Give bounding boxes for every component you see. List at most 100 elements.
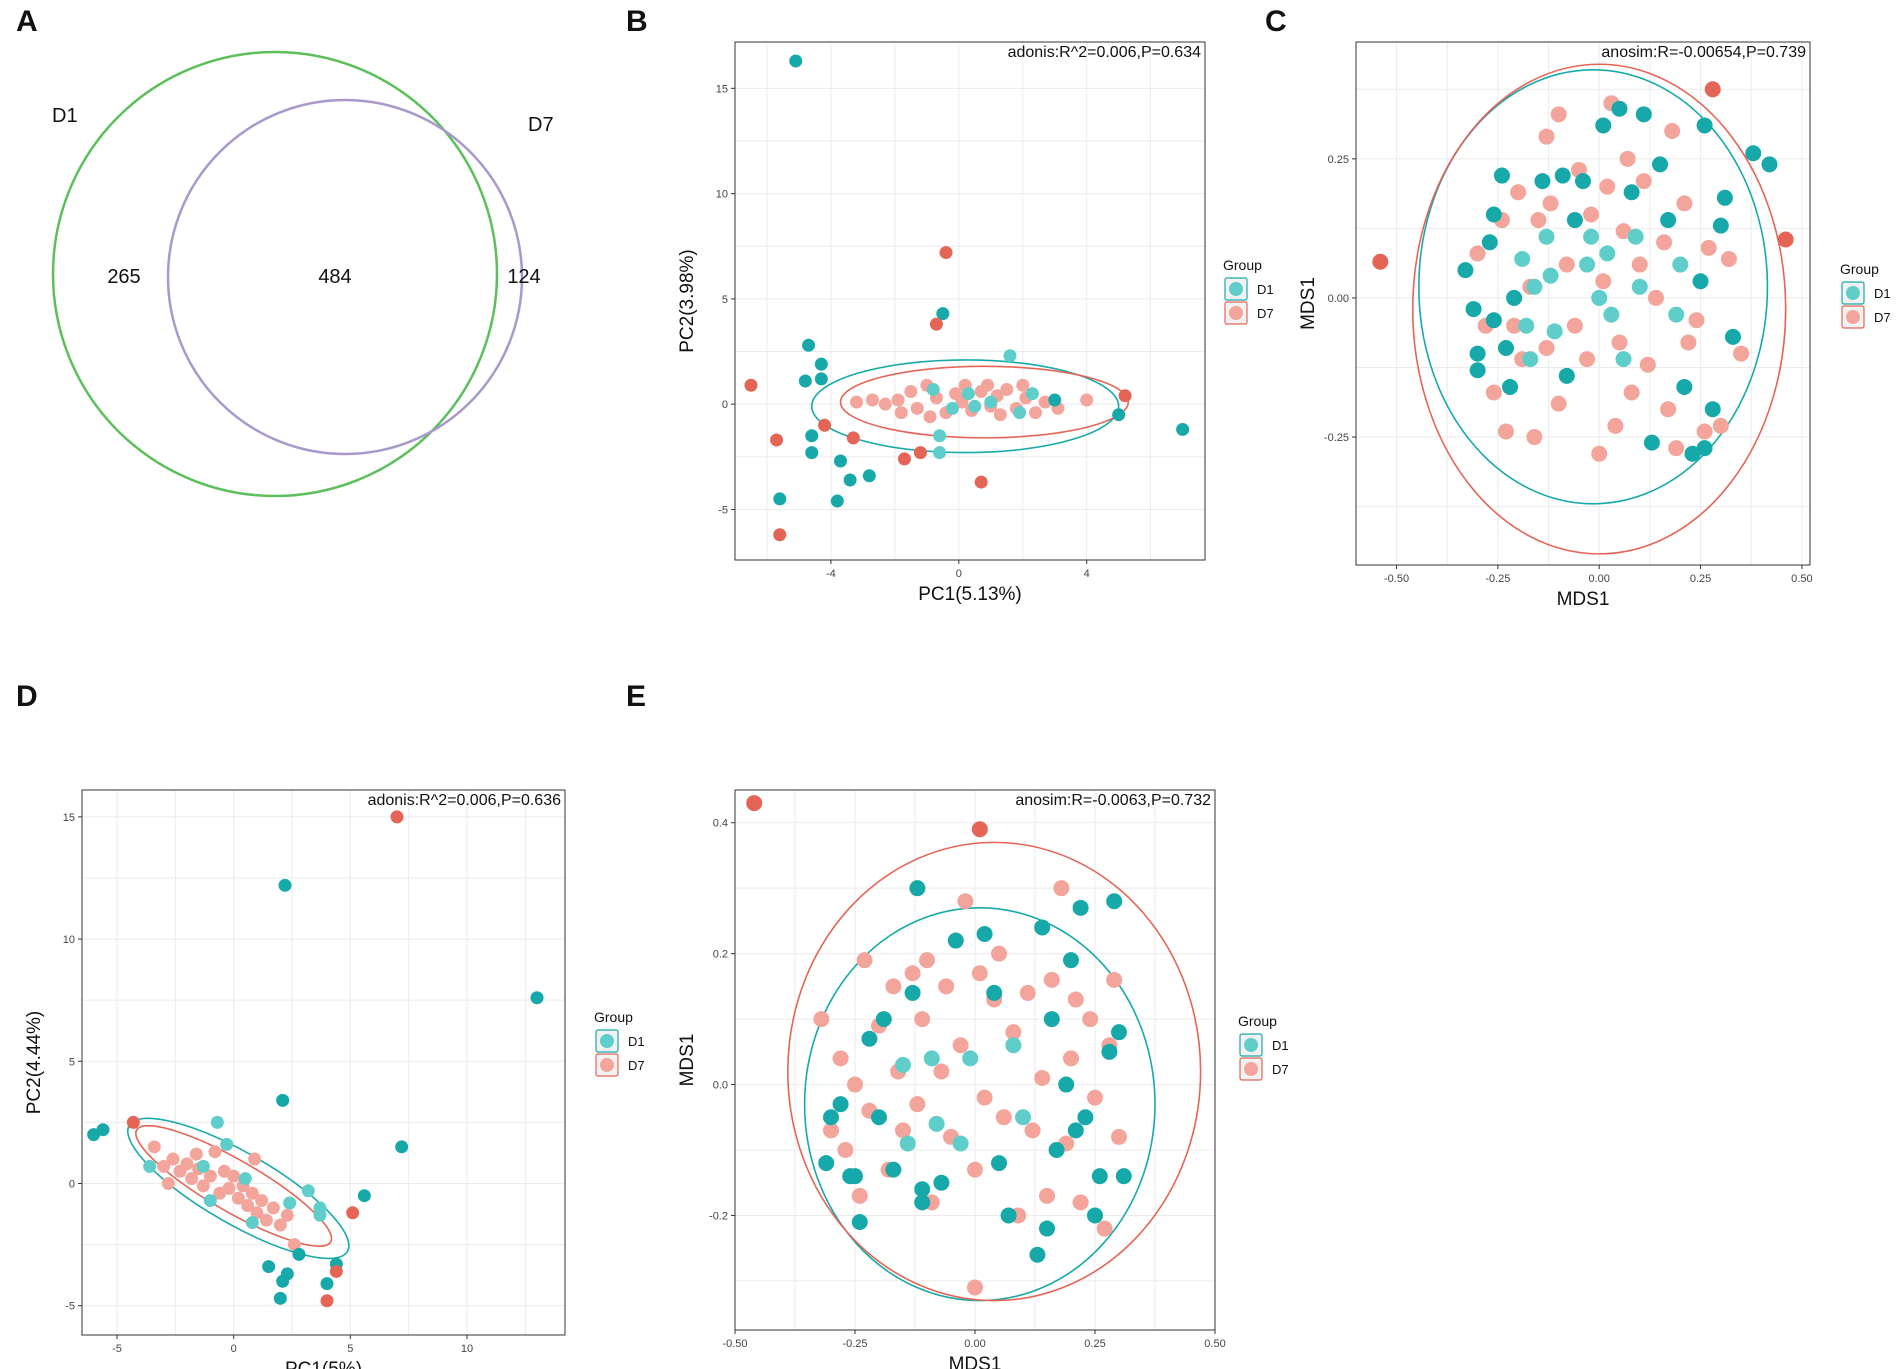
point-d1	[1575, 173, 1591, 190]
point-d7	[1034, 1070, 1051, 1086]
y-tick-label: 10	[716, 189, 728, 201]
point-d1	[1696, 117, 1713, 134]
point-d1	[861, 1030, 878, 1047]
x-tick-label: 0.25	[1084, 1338, 1105, 1350]
point-d1	[292, 1247, 306, 1261]
point-d1	[1595, 117, 1612, 134]
y-tick-label: 0.2	[713, 949, 728, 961]
point-d7	[974, 475, 988, 489]
venn-count-only-d7: 124	[507, 266, 540, 288]
venn-count-shared: 484	[318, 266, 351, 288]
point-d7	[971, 821, 988, 838]
point-d7	[1016, 378, 1030, 392]
plot-frame	[734, 789, 1216, 1331]
point-d7	[287, 1238, 301, 1252]
point-d7	[1583, 206, 1600, 223]
legend-label-d1: D1	[1272, 1038, 1289, 1053]
x-tick-label: 0	[956, 568, 962, 580]
point-d7	[1111, 1128, 1127, 1145]
legend-swatch-d1	[600, 1034, 614, 1048]
y-tick-label: 5	[722, 294, 728, 306]
point-d7	[856, 952, 873, 969]
point-d1	[895, 1056, 911, 1073]
x-tick-label: -5	[112, 1343, 122, 1355]
point-d1	[914, 1194, 931, 1211]
point-d1	[1660, 212, 1677, 229]
point-d1	[1631, 278, 1648, 295]
point-d1	[851, 1214, 868, 1230]
x-axis-title: MDS1	[1557, 589, 1610, 610]
point-d1	[832, 1096, 849, 1113]
point-d1	[914, 1181, 931, 1198]
point-d1	[926, 382, 940, 396]
legend: Group D1 D7	[1238, 1013, 1289, 1081]
point-d1	[899, 1135, 916, 1152]
point-d1	[1015, 1109, 1031, 1126]
point-d1	[928, 1115, 945, 1132]
point-d7	[967, 1161, 983, 1178]
point-d7	[1696, 423, 1713, 440]
x-tick-label: -0.50	[1384, 573, 1409, 585]
point-d1	[96, 1123, 110, 1137]
point-d7	[180, 1157, 194, 1171]
y-tick-label: 0.00	[1328, 293, 1349, 305]
point-d7	[832, 1050, 849, 1067]
point-d7	[1720, 250, 1737, 267]
y-tick-label: -0.2	[709, 1210, 728, 1222]
confidence-ellipse-d1	[1418, 69, 1769, 505]
point-d1	[933, 1174, 950, 1191]
point-d1	[1652, 156, 1669, 173]
point-d1	[1481, 234, 1498, 251]
y-tick-label: 10	[63, 934, 75, 946]
venn-circle-d7	[166, 98, 524, 456]
point-d7	[1611, 334, 1628, 351]
point-d1	[871, 1109, 887, 1126]
point-d7	[1566, 317, 1583, 334]
point-d1	[952, 1135, 969, 1152]
point-d7	[196, 1179, 210, 1193]
point-d7	[773, 528, 787, 542]
x-tick-label: 0.25	[1690, 573, 1711, 585]
confidence-ellipse-d7	[839, 365, 1130, 439]
point-d1	[1579, 256, 1596, 273]
point-d1	[904, 984, 921, 1001]
venn-circle-d1	[51, 50, 499, 498]
point-d1	[278, 878, 292, 892]
point-d7	[894, 406, 908, 420]
point-d7	[849, 395, 863, 409]
stat-annotation: adonis:R^2=0.006,P=0.634	[1008, 44, 1202, 61]
point-d7	[991, 945, 1007, 962]
y-tick-label: 0.25	[1328, 154, 1349, 166]
point-d7	[1676, 195, 1693, 212]
point-d7	[1558, 256, 1575, 273]
point-d7	[329, 1264, 343, 1278]
point-d7	[939, 246, 953, 260]
point-d1	[843, 473, 857, 487]
y-tick-label: -5	[65, 1301, 75, 1313]
point-d7	[231, 1191, 245, 1205]
point-d7	[1591, 445, 1608, 462]
point-d7	[227, 1169, 241, 1183]
point-d1	[276, 1093, 290, 1107]
point-d7	[1680, 334, 1697, 351]
point-d1	[1716, 189, 1733, 206]
point-d7	[851, 1187, 868, 1204]
point-d1	[220, 1137, 234, 1151]
point-d1	[210, 1115, 224, 1129]
point-d1	[1514, 250, 1531, 267]
point-d1	[991, 1155, 1007, 1172]
stat-annotation: anosim:R=-0.00654,P=0.739	[1601, 44, 1806, 61]
point-d1	[936, 307, 950, 321]
point-d7	[166, 1152, 180, 1166]
y-axis-title: PC2(4.44%)	[24, 1011, 45, 1115]
point-d7	[919, 952, 935, 969]
point-d1	[1043, 1011, 1060, 1028]
stat-annotation: anosim:R=-0.0063,P=0.732	[1015, 792, 1211, 809]
point-d1	[301, 1184, 315, 1198]
point-d1	[1611, 100, 1628, 117]
point-d1	[320, 1277, 334, 1291]
point-d1	[1072, 899, 1089, 916]
legend-label-d1: D1	[628, 1034, 645, 1049]
legend-swatch-d1	[1846, 286, 1860, 300]
point-d1	[1534, 173, 1551, 190]
